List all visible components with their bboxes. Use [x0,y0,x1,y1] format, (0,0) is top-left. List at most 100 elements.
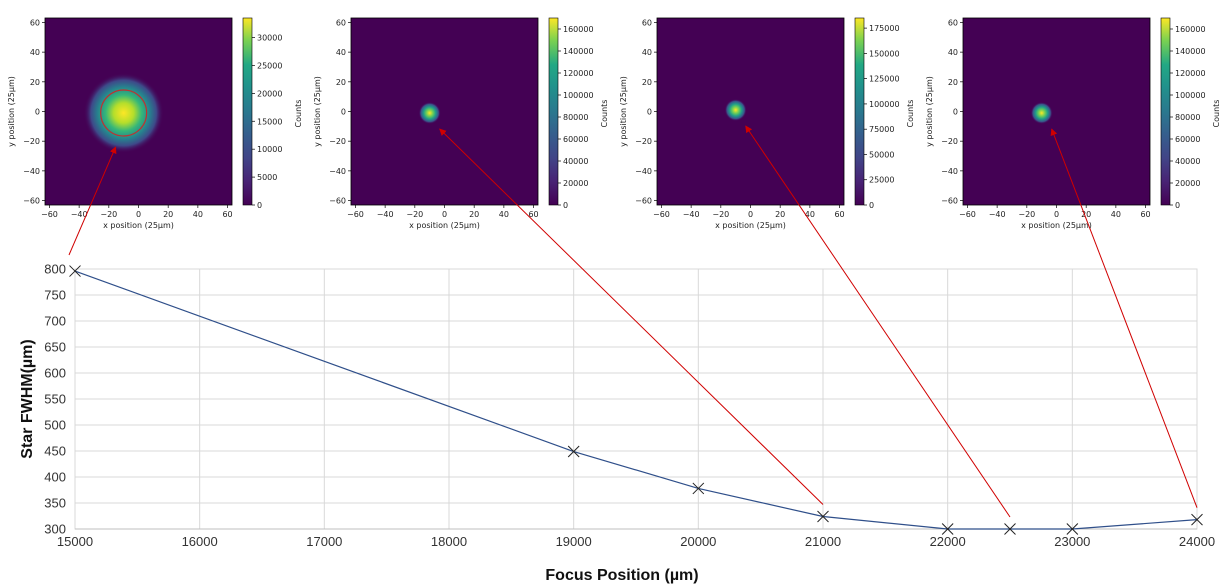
y-tick-label: 40 [948,48,958,57]
colorbar-tick-label: 100000 [563,91,594,100]
marker-stroke [817,510,829,523]
y-tick-label: 0 [341,108,346,117]
x-tick-label: −20 [1018,210,1035,219]
y-tick-label: 300 [44,522,66,537]
colorbar-tick-label: 40000 [563,157,588,166]
focus-curve-chart: 15000 16000 17000 18000 19000 20000 21000 22000… [19,262,1215,585]
data-point-marker [692,482,705,495]
colorbar-tick-label: 20000 [1175,179,1200,188]
data-point-marker [567,445,580,458]
x-tick-label: 18000 [431,534,467,549]
y-tick-label: −40 [941,167,958,176]
x-tick-label: −40 [71,210,88,219]
y-tick-label: 40 [30,48,40,57]
y-tick-label: 350 [44,496,66,511]
x-tick-label: 40 [805,210,815,219]
colorbar-tick-label: 20000 [257,89,282,98]
red-arrow [1050,128,1198,508]
x-tick-label: 0 [442,210,447,219]
x-tick-label: −60 [653,210,670,219]
colorbar-tick-label: 175000 [869,24,900,33]
x-tick-label: 0 [748,210,753,219]
red-arrow [439,128,824,505]
y-tick-label: 60 [30,18,40,27]
fwhm-circle [100,89,148,137]
y-tick-label: 0 [35,108,40,117]
x-tick-label: 40 [1111,210,1121,219]
colorbar-tick-label: 160000 [563,25,594,34]
y-axis-title: Star FWHM(µm) [19,339,36,458]
colorbar-tick-label: 50000 [869,150,894,159]
x-axis-label: x position (25µm) [1021,221,1092,230]
x-tick-label: −40 [989,210,1006,219]
colorbar-tick-label: 0 [869,201,874,210]
marker-stroke [69,265,81,277]
colorbar-tick-label: 0 [257,201,262,210]
y-tick-label: −60 [23,197,40,206]
x-axis-label: x position (25µm) [715,221,786,230]
colorbar-tick-label: 75000 [869,125,894,134]
y-tick-label: −20 [635,137,652,146]
colorbar-tick-label: 0 [1175,201,1180,210]
x-tick-label: −40 [377,210,394,219]
x-tick-label: 24000 [1179,534,1215,549]
y-tick-label: −60 [329,197,346,206]
y-tick-label: 60 [336,18,346,27]
data-point-marker [1191,513,1203,526]
marker-stroke [1191,513,1203,526]
data-point-marker [1066,523,1079,535]
y-tick-label: −60 [941,197,958,206]
colorbar-tick-label: 100000 [1175,91,1206,100]
star-spot [83,72,164,153]
y-tick-label: −60 [635,197,652,206]
heatmap-panel: −60−60 −40 −40 −20 −20 0 0 20 20 40 40 60 60 x positi… [313,17,609,230]
star-spot [418,101,441,124]
y-axis-label: y position (25µm) [7,76,16,147]
colorbar-tick-label: 150000 [869,49,900,58]
x-tick-label: 40 [499,210,509,219]
x-axis-title: Focus Position (µm) [545,567,698,584]
y-tick-label: 700 [44,314,66,329]
heatmap-panel: −60−60 −40 −40 −20 −20 0 0 20 20 40 40 60 60 x positi… [619,17,915,230]
y-tick-label: 600 [44,366,66,381]
marker-stroke [692,482,705,495]
colorbar-tick-label: 15000 [257,117,282,126]
y-tick-label: −20 [329,137,346,146]
heatmap-panel: −60−60 −40 −40 −20 −20 0 0 20 20 40 40 60 60 x positi… [925,17,1221,230]
colorbar-tick-label: 120000 [563,69,594,78]
marker-stroke [1004,523,1016,535]
x-tick-label: 40 [193,210,203,219]
heatmap-image [351,18,538,205]
colorbar-tick-label: 30000 [257,34,282,43]
heatmap-image [963,18,1150,205]
x-tick-label: 17000 [306,534,342,549]
y-axis-label: y position (25µm) [313,76,322,147]
red-arrow [68,146,117,256]
colorbar-tick-label: 160000 [1175,25,1206,34]
star-spot [724,99,747,122]
y-tick-label: 650 [44,340,66,355]
x-tick-label: −60 [347,210,364,219]
x-tick-label: 0 [1054,210,1059,219]
x-tick-label: 20 [469,210,479,219]
colorbar-tick-label: 25000 [257,61,282,70]
marker-stroke [567,445,580,458]
y-tick-label: 20 [948,78,958,87]
colorbar-tick-label: 120000 [1175,69,1206,78]
y-axis-label: y position (25µm) [925,76,934,147]
colorbar-tick-label: 125000 [869,75,900,84]
y-tick-label: 450 [44,444,66,459]
x-tick-label: −20 [712,210,729,219]
x-tick-label: 0 [136,210,141,219]
y-tick-label: 400 [44,470,66,485]
y-tick-label: −40 [329,167,346,176]
y-tick-label: 40 [642,48,652,57]
y-tick-label: 60 [948,18,958,27]
y-tick-label: 500 [44,418,66,433]
x-tick-label: 19000 [556,534,592,549]
y-tick-label: −40 [23,167,40,176]
marker-stroke [1066,523,1079,535]
x-tick-label: 20 [1081,210,1091,219]
